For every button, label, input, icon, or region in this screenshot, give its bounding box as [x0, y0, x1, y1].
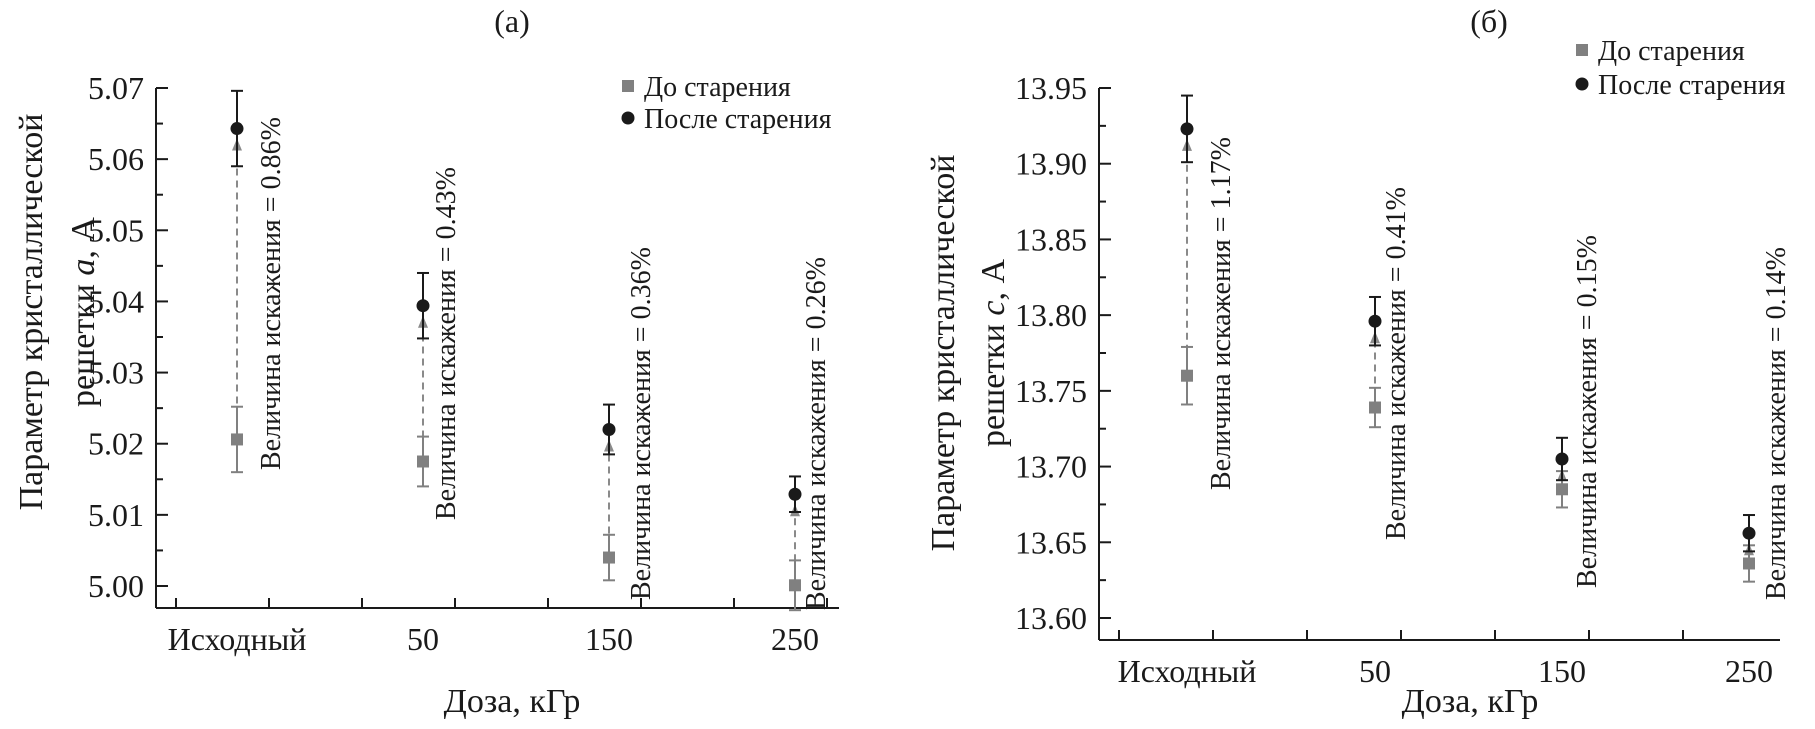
y-tick-label: 5.01 — [88, 497, 144, 533]
x-tick-label: 250 — [771, 621, 819, 657]
x-tick-label: 150 — [585, 621, 633, 657]
x-tick-label: Исходный — [1118, 653, 1257, 689]
y-axis-title-pre: решетки — [975, 316, 1012, 447]
y-tick-label: 5.03 — [88, 355, 144, 391]
y-axis-title-var: a — [65, 259, 102, 276]
y-tick-label: 13.75 — [1015, 373, 1087, 409]
y-axis-title-line1: Параметр кристаллической — [13, 114, 50, 511]
x-tick-label: Исходный — [168, 621, 307, 657]
legend-marker-before — [1576, 44, 1588, 56]
distortion-annotation: Величина искажения = 0.36% — [626, 247, 657, 600]
y-axis-title-line2: решетки c, А — [975, 259, 1012, 448]
distortion-annotation: Величина искажения = 0.26% — [801, 257, 832, 610]
distortion-annotation: Величина искажения = 0.14% — [1761, 247, 1792, 600]
data-point-after — [230, 122, 244, 136]
distortion-annotation: Величина искажения = 0.41% — [1381, 187, 1412, 540]
data-point-before — [789, 579, 801, 592]
x-tick-label: 50 — [1359, 653, 1391, 689]
distortion-annotation: Величина искажения = 0.86% — [256, 117, 287, 470]
data-point-after — [416, 299, 430, 313]
data-point-before — [1181, 369, 1193, 382]
y-tick-label: 13.80 — [1015, 297, 1087, 333]
distortion-annotation: Величина искажения = 0.15% — [1572, 235, 1603, 588]
y-tick-label: 5.02 — [88, 426, 144, 462]
data-point-before — [417, 455, 429, 468]
data-point-after — [1368, 314, 1382, 328]
legend-label-after: После старения — [644, 104, 832, 135]
y-axis-title-line2: решетки a, А — [65, 217, 102, 407]
y-axis-title-var: c — [975, 301, 1012, 316]
y-tick-label: 5.00 — [88, 568, 144, 604]
chart-panel-0: 5.00 5.01 5.02 5.03 5.04 5.05 5.06 5.07 Исходный… — [13, 3, 839, 720]
data-point-after — [1555, 452, 1569, 466]
legend-marker-after — [1575, 77, 1589, 91]
x-tick-label: 50 — [407, 621, 439, 657]
y-tick-label: 13.60 — [1015, 600, 1087, 636]
panel-label: (а) — [494, 3, 530, 39]
legend-label-after: После старения — [1598, 70, 1786, 101]
data-point-after — [1180, 122, 1194, 136]
legend-label-before: До старения — [644, 72, 791, 103]
y-tick-label: 5.06 — [88, 141, 144, 177]
y-tick-label: 5.05 — [88, 212, 144, 248]
data-point-after — [1742, 526, 1756, 540]
x-axis-title: Доза, кГр — [1402, 683, 1539, 720]
data-point-before — [603, 551, 615, 564]
data-point-before — [1743, 557, 1755, 570]
data-point-before — [1556, 483, 1568, 496]
y-tick-label: 13.95 — [1015, 70, 1087, 106]
chart-panel-1: 13.60 13.65 13.70 13.75 13.80 13.85 13.90 13.95… — [925, 3, 1792, 720]
y-axis-title-line1: Параметр кристаллической — [925, 155, 962, 552]
data-point-before — [231, 433, 243, 446]
data-point-after — [602, 422, 616, 436]
panel-label: (б) — [1470, 3, 1508, 39]
y-axis-title-pre: решетки — [65, 276, 102, 407]
x-axis-title: Доза, кГр — [444, 683, 581, 720]
distortion-annotation: Величина искажения = 1.17% — [1206, 137, 1237, 490]
y-tick-label: 5.04 — [88, 283, 144, 319]
y-axis-title-post: , А — [65, 217, 102, 259]
y-tick-label: 13.85 — [1015, 221, 1087, 257]
distortion-annotation: Величина искажения = 0.43% — [431, 167, 462, 520]
legend-marker-after — [621, 111, 635, 125]
y-tick-label: 5.07 — [88, 70, 144, 106]
y-tick-label: 13.90 — [1015, 146, 1087, 182]
y-axis-title-post: , А — [975, 259, 1012, 301]
legend-marker-before — [622, 80, 634, 92]
legend-label-before: До старения — [1598, 36, 1745, 67]
data-point-after — [788, 487, 802, 501]
x-tick-label: 250 — [1725, 653, 1773, 689]
y-tick-label: 13.70 — [1015, 449, 1087, 485]
y-tick-label: 13.65 — [1015, 524, 1087, 560]
x-tick-label: 150 — [1538, 653, 1586, 689]
data-point-before — [1369, 401, 1381, 414]
